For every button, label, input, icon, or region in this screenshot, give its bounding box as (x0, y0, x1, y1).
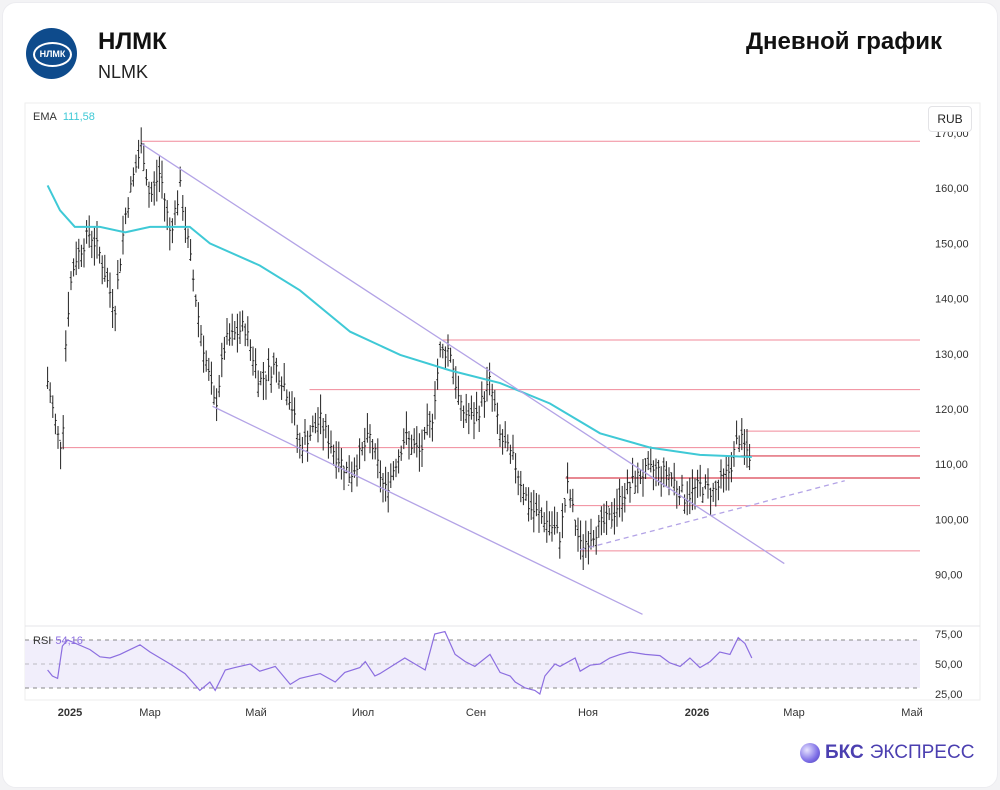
brand-ball-icon (800, 743, 820, 763)
rsi-label: RSI (33, 635, 52, 647)
y-tick-label: 160,00 (935, 183, 969, 195)
trend-line (579, 480, 845, 551)
price-pane (46, 127, 920, 571)
ema-value: 111,58 (62, 111, 95, 123)
ticker-title: НЛМК (98, 28, 167, 55)
brand-rest: ЭКСПРЕСС (869, 742, 975, 763)
chart-type-label: Дневной график (745, 28, 942, 55)
rsi-line (47, 630, 753, 695)
currency-button[interactable]: RUB (928, 106, 972, 132)
y-tick-label: 140,00 (935, 294, 969, 306)
x-tick-label: Сен (466, 707, 486, 719)
x-tick-label: Май (245, 707, 267, 719)
brand-bold: БКС (825, 742, 864, 763)
x-tick-label: Май (901, 707, 923, 719)
plot-frame (24, 102, 981, 701)
x-tick-label: Июл (352, 707, 374, 719)
rsi-legend: RSI 54,16 (33, 635, 83, 647)
y-tick-label: 130,00 (935, 349, 969, 361)
nlmk-logo: НЛМК (26, 28, 77, 79)
rsi-tick-label: 25,00 (935, 689, 963, 701)
bks-express-logo: БКС ЭКСПРЕСС (800, 742, 974, 764)
x-tick-label: Ноя (578, 707, 598, 719)
ema-label: EMA (33, 111, 57, 123)
y-tick-label: 120,00 (935, 404, 969, 416)
x-tick-label: 2025 (58, 707, 82, 719)
ema-line (46, 184, 752, 459)
ticker-subtitle: NLMK (98, 62, 149, 82)
y-tick-label: 150,00 (935, 238, 969, 250)
rsi-value: 54,16 (55, 635, 83, 647)
y-tick-label: 90,00 (935, 570, 963, 582)
rsi-tick-label: 50,00 (935, 659, 963, 671)
y-tick-label: 100,00 (935, 514, 969, 526)
x-tick-label: 2026 (685, 707, 709, 719)
trend-line (212, 405, 643, 615)
y-tick-label: 110,00 (935, 459, 968, 471)
x-tick-label: Мар (139, 707, 161, 719)
trend-line (141, 143, 785, 565)
x-tick-label: Мар (783, 707, 805, 719)
ema-legend: EMA 111,58 (33, 111, 95, 123)
rsi-tick-label: 75,00 (935, 629, 963, 641)
